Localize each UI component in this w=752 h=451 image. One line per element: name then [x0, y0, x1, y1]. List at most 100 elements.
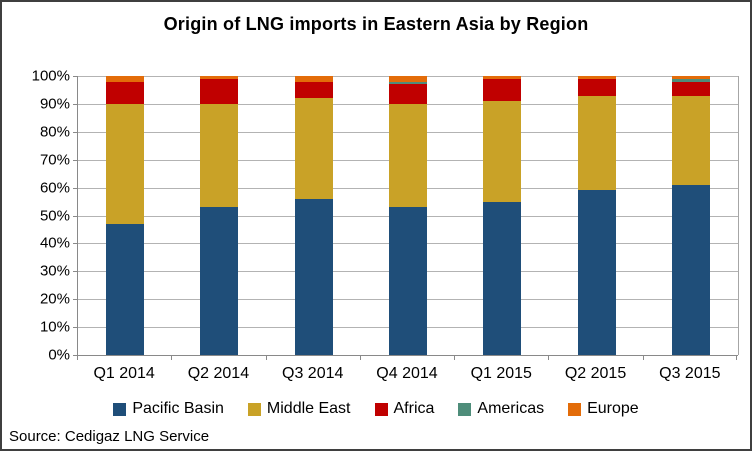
bar-slot	[644, 76, 738, 355]
bar-slot	[78, 76, 172, 355]
legend-swatch-europe	[568, 402, 582, 416]
x-axis-label: Q2 2015	[564, 365, 627, 382]
legend-item-pacific-basin: Pacific Basin	[113, 400, 224, 418]
legend-item-europe: Europe	[568, 400, 639, 418]
x-axis-label: Q1 2014	[93, 365, 155, 382]
stacked-bar-q2-2014	[200, 76, 239, 355]
bar-segment-middle-east	[577, 95, 616, 191]
y-axis-label: 80%	[39, 123, 70, 141]
bar-slot	[172, 76, 266, 355]
bar-segment-africa	[294, 81, 333, 99]
legend-label: Europe	[587, 400, 639, 417]
bar-segment-pacific-basin	[577, 190, 616, 355]
bar-segment-europe	[671, 76, 710, 79]
legend-label: Pacific Basin	[132, 400, 224, 417]
legend-label: Africa	[393, 400, 435, 417]
y-axis-label: 30%	[39, 262, 70, 280]
y-axis-tick	[73, 355, 77, 356]
legend-label: Middle East	[266, 400, 351, 417]
y-axis-label: 70%	[39, 151, 70, 169]
y-axis-label: 90%	[39, 95, 70, 113]
bar-segment-europe	[577, 76, 616, 79]
legend-item-africa: Africa	[374, 400, 435, 418]
bar-segment-africa	[671, 81, 710, 96]
y-axis-label: 10%	[39, 318, 70, 336]
bar-segment-africa	[200, 78, 239, 104]
x-axis-tick	[359, 355, 361, 360]
bar-segment-pacific-basin	[388, 207, 427, 355]
x-axis-tick	[642, 355, 644, 360]
legend-swatch-pacific-basin	[113, 402, 127, 416]
y-axis-label: 40%	[39, 234, 70, 252]
legend-swatch-middle-east	[247, 402, 261, 416]
bar-segment-europe	[200, 76, 239, 79]
stacked-bar-q4-2014	[388, 76, 427, 355]
x-axis-label: Q3 2014	[282, 365, 344, 382]
legend-item-middle-east: Middle East	[247, 400, 351, 418]
bar-segment-pacific-basin	[671, 184, 710, 355]
gridline	[78, 355, 738, 356]
stacked-bar-q1-2015	[483, 76, 522, 355]
bars-layer	[78, 76, 738, 355]
legend-swatch-americas	[458, 402, 472, 416]
stacked-bar-q3-2014	[294, 76, 333, 355]
y-axis-tick	[73, 131, 77, 133]
bar-slot	[455, 76, 549, 355]
x-axis-tick	[171, 355, 173, 360]
bar-segment-pacific-basin	[483, 201, 522, 355]
y-axis-tick	[73, 76, 77, 77]
x-axis-ticks	[77, 355, 737, 360]
bar-segment-middle-east	[294, 98, 333, 199]
bar-segment-pacific-basin	[200, 207, 239, 355]
legend-swatch-africa	[374, 402, 388, 416]
y-axis-tick	[73, 271, 77, 273]
y-axis-tick	[73, 187, 77, 189]
plot-area	[77, 76, 739, 356]
x-axis-label: Q3 2015	[659, 365, 721, 382]
y-axis-tick	[73, 159, 77, 161]
y-axis-label: 20%	[39, 290, 70, 308]
y-axis-tick	[73, 103, 77, 105]
bar-slot	[549, 76, 643, 355]
x-axis-tick	[548, 355, 550, 360]
bar-segment-europe	[106, 76, 145, 82]
x-axis-tick	[454, 355, 456, 360]
x-axis-tick	[77, 355, 78, 360]
y-axis-label: 50%	[39, 207, 70, 224]
x-axis-label: Q1 2015	[470, 365, 532, 382]
bar-segment-pacific-basin	[106, 223, 145, 355]
bar-segment-middle-east	[106, 103, 145, 224]
legend-label: Americas	[477, 400, 545, 417]
x-axis-labels: Q1 2014 Q2 2014 Q3 2014 Q4 2014 Q1 2015 Q2 20…	[77, 365, 737, 383]
y-axis-tick	[73, 243, 77, 245]
bar-segment-middle-east	[483, 101, 522, 202]
bar-segment-africa	[106, 81, 145, 104]
stacked-bar-q2-2015	[577, 76, 616, 355]
bar-segment-europe	[388, 76, 427, 82]
bar-segment-middle-east	[671, 95, 710, 185]
stacked-bar-q3-2015	[671, 76, 710, 355]
bar-segment-middle-east	[200, 103, 239, 208]
y-axis-tick	[73, 327, 77, 329]
bar-segment-americas	[671, 78, 710, 82]
legend-item-americas: Americas	[458, 400, 544, 418]
bar-segment-africa	[483, 78, 522, 102]
bar-slot	[267, 76, 361, 355]
y-axis-tick	[73, 215, 77, 217]
bar-segment-africa	[388, 84, 427, 104]
bar-slot	[361, 76, 455, 355]
stacked-bar-q1-2014	[106, 76, 145, 355]
bar-segment-africa	[577, 78, 616, 96]
x-axis-label: Q4 2014	[376, 365, 438, 382]
y-axis-label: 60%	[39, 179, 70, 197]
x-axis-label: Q2 2014	[187, 365, 250, 382]
legend: Pacific Basin Middle East Africa Americas Eu…	[2, 400, 750, 418]
x-axis-tick	[736, 355, 737, 360]
bar-segment-middle-east	[388, 103, 427, 208]
y-axis-label: 100%	[31, 67, 70, 85]
y-axis-label: 0%	[48, 346, 70, 364]
bar-segment-europe	[294, 76, 333, 82]
x-axis-tick	[265, 355, 267, 360]
bar-segment-europe	[483, 76, 522, 79]
